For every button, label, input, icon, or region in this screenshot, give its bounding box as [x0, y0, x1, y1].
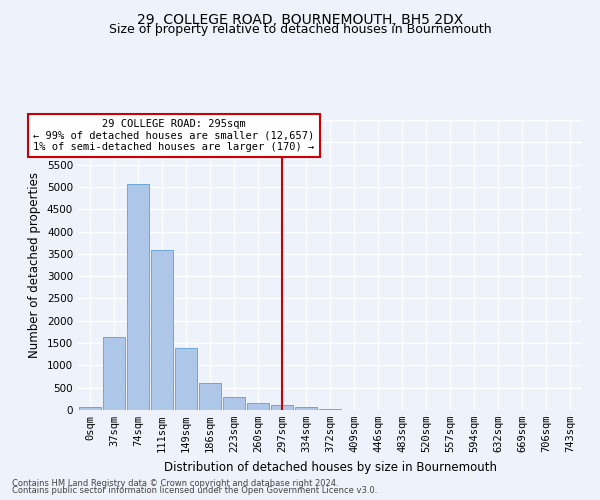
Bar [295, 408, 317, 410]
Bar [271, 406, 293, 410]
Y-axis label: Number of detached properties: Number of detached properties [28, 172, 41, 358]
Bar [151, 250, 173, 410]
Bar [247, 403, 269, 410]
Bar [103, 337, 125, 410]
Bar [175, 348, 197, 410]
Text: 29 COLLEGE ROAD: 295sqm
← 99% of detached houses are smaller (12,657)
1% of semi: 29 COLLEGE ROAD: 295sqm ← 99% of detache… [34, 119, 314, 152]
Bar [127, 184, 149, 410]
Bar [199, 383, 221, 410]
Text: 29, COLLEGE ROAD, BOURNEMOUTH, BH5 2DX: 29, COLLEGE ROAD, BOURNEMOUTH, BH5 2DX [137, 12, 463, 26]
Bar [319, 408, 341, 410]
Text: Size of property relative to detached houses in Bournemouth: Size of property relative to detached ho… [109, 22, 491, 36]
X-axis label: Distribution of detached houses by size in Bournemouth: Distribution of detached houses by size … [163, 460, 497, 473]
Text: Contains public sector information licensed under the Open Government Licence v3: Contains public sector information licen… [12, 486, 377, 495]
Text: Contains HM Land Registry data © Crown copyright and database right 2024.: Contains HM Land Registry data © Crown c… [12, 478, 338, 488]
Bar [79, 406, 101, 410]
Bar [223, 397, 245, 410]
